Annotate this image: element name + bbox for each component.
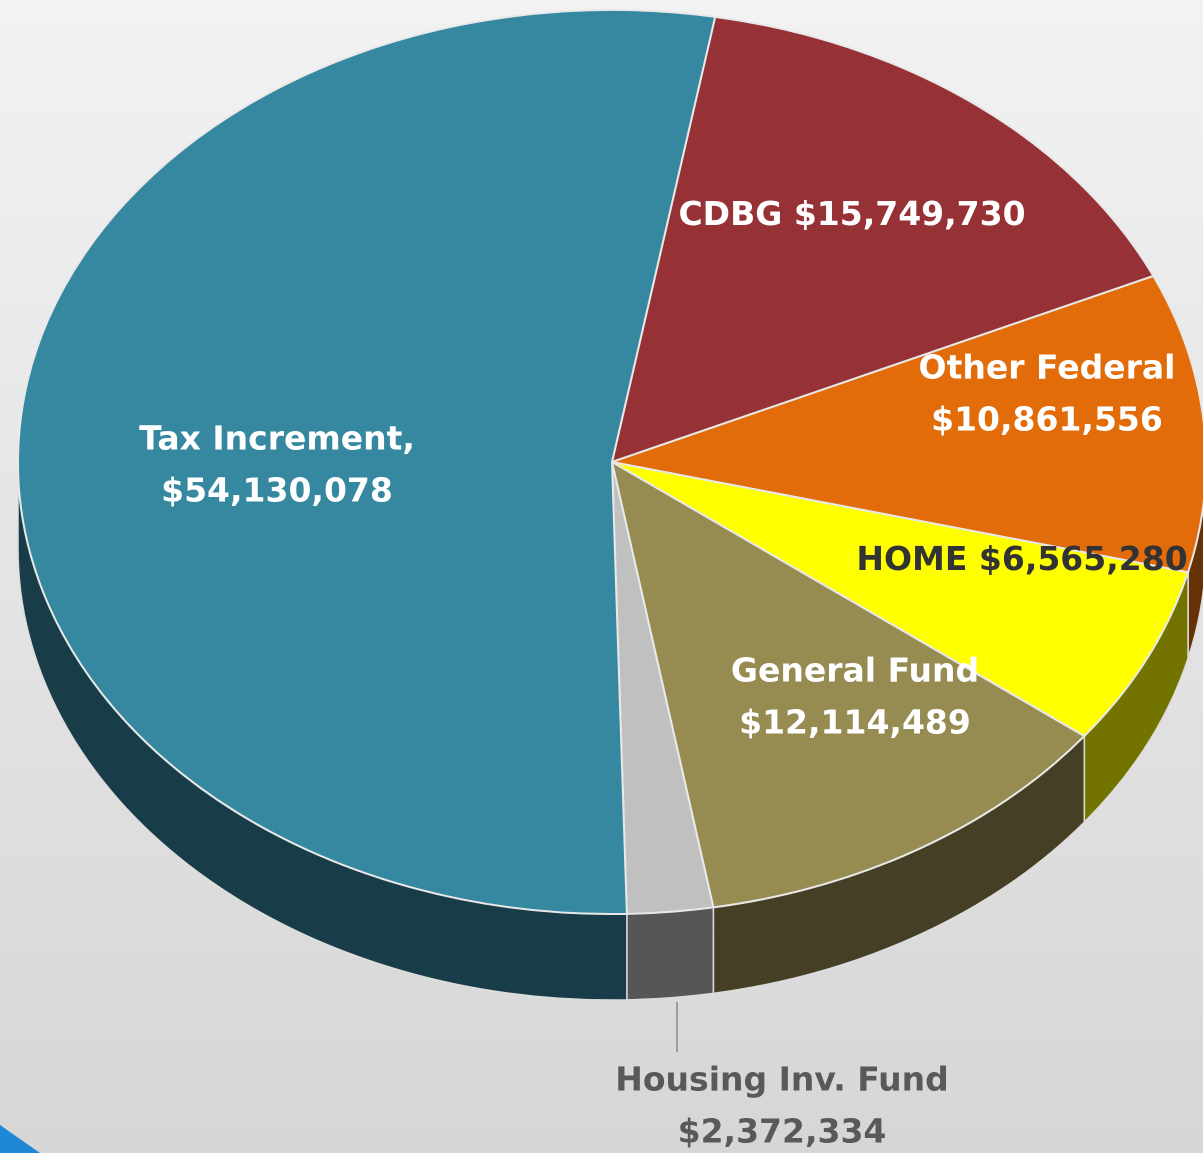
data-label: CDBG $15,749,730 [678, 194, 1025, 233]
slice [610, 459, 1086, 909]
value-label: $10,861,556 [931, 400, 1163, 439]
category-label: Tax Increment, [139, 419, 415, 458]
slice-side [626, 906, 715, 1001]
value-label: $15,749,730 [794, 194, 1026, 233]
category-label: Housing Inv. Fund [615, 1060, 948, 1099]
slice [611, 461, 1190, 738]
category-label: CDBG [678, 194, 782, 233]
slice [608, 274, 1203, 574]
slice [17, 9, 717, 915]
value-label: $2,372,334 [678, 1112, 887, 1151]
category-label: General Fund [731, 651, 979, 690]
pie-tops [17, 9, 1203, 915]
category-label: HOME [856, 539, 967, 578]
value-label: $6,565,280 [979, 539, 1188, 578]
pie-labels: CDBG $15,749,730 Other Federal $10,861,556… [139, 194, 1188, 1151]
category-label: Other Federal [919, 348, 1176, 387]
data-label: HOME $6,565,280 [856, 539, 1187, 578]
corner-accent [0, 1125, 40, 1153]
value-label: $54,130,078 [161, 471, 393, 510]
value-label: $12,114,489 [739, 703, 971, 742]
slice [610, 15, 1155, 464]
